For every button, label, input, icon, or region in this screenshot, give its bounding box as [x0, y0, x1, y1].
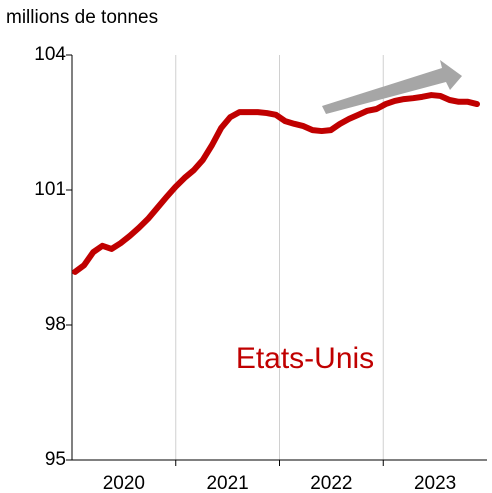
x-tick-label: 2023 — [414, 473, 456, 493]
x-tick-label: 2021 — [206, 473, 248, 493]
y-tick-label: 95 — [45, 449, 66, 470]
x-tick-label: 2022 — [310, 473, 352, 493]
y-tick-label: 101 — [34, 179, 66, 200]
y-tick-label: 104 — [34, 44, 66, 65]
trend-arrow — [322, 60, 462, 114]
y-axis-label: millions de tonnes — [6, 7, 158, 28]
x-tick-label: 2020 — [103, 473, 145, 493]
plot: 2020 2021 2022 2023 95 98 101 104 — [34, 44, 487, 493]
annotation: Etats-Unis — [236, 342, 374, 375]
y-tick-label: 98 — [45, 314, 66, 335]
data-line — [72, 92, 480, 275]
